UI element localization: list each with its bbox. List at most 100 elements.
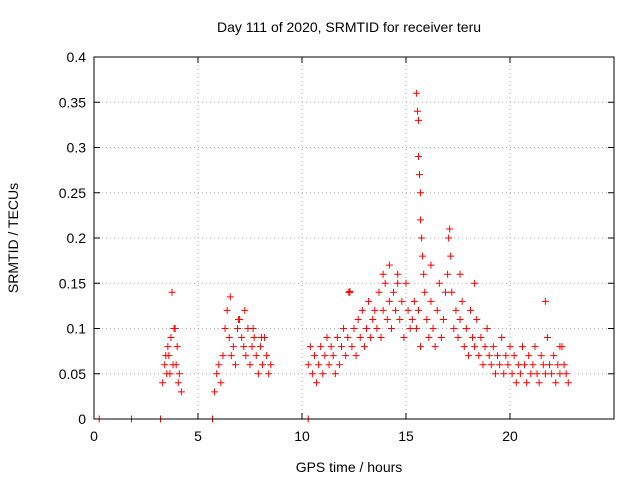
data-point (445, 234, 453, 242)
x-tick-label: 15 (398, 428, 414, 444)
data-point (258, 361, 266, 369)
data-point (367, 334, 375, 342)
data-point (483, 325, 491, 332)
data-point (506, 343, 514, 351)
data-point (310, 352, 318, 360)
data-point (257, 334, 265, 342)
data-point (219, 352, 227, 360)
data-point (344, 334, 352, 342)
data-point (335, 361, 343, 369)
data-point (404, 306, 412, 314)
data-point (456, 270, 464, 278)
y-tick-label: 0.4 (67, 49, 87, 65)
data-point (410, 297, 418, 305)
data-point (265, 370, 273, 378)
data-point (437, 334, 445, 342)
data-point (546, 361, 554, 369)
data-point (170, 325, 178, 332)
data-point (234, 325, 242, 332)
data-point (416, 171, 424, 179)
y-axis-label: SRMTID / TECUs (5, 183, 21, 293)
data-point (360, 343, 368, 351)
data-point (225, 334, 233, 342)
data-point (350, 325, 358, 332)
data-point (431, 343, 439, 351)
data-point (464, 352, 472, 360)
data-point (439, 315, 447, 323)
data-point (433, 306, 441, 314)
data-point (527, 370, 535, 378)
data-point (477, 334, 485, 342)
data-point (408, 315, 416, 323)
data-point (417, 343, 425, 351)
data-point (500, 370, 508, 378)
data-point (246, 361, 254, 369)
chart-title: Day 111 of 2020, SRMTID for receiver ter… (217, 19, 481, 35)
data-point (358, 306, 366, 314)
data-point (315, 361, 323, 369)
data-point (554, 361, 562, 369)
data-point (552, 379, 560, 387)
data-point (427, 297, 435, 305)
data-point (418, 234, 426, 242)
x-axis-label: GPS time / hours (296, 459, 403, 475)
data-point (215, 361, 223, 369)
data-point (321, 352, 329, 360)
data-point (423, 315, 431, 323)
data-point (168, 288, 176, 296)
data-point (327, 343, 335, 351)
data-point (402, 279, 410, 287)
data-point (447, 252, 455, 260)
x-tick-label: 10 (294, 428, 310, 444)
data-point (454, 334, 462, 342)
data-point (369, 315, 377, 323)
data-point (562, 370, 570, 378)
data-point (400, 334, 408, 342)
data-point (458, 297, 466, 305)
data-point (537, 352, 545, 360)
data-point (514, 361, 522, 369)
data-point (306, 343, 314, 351)
data-point (226, 293, 234, 301)
data-point (379, 270, 387, 278)
data-point (240, 343, 248, 351)
data-point (556, 370, 564, 378)
data-point (564, 379, 572, 387)
data-point (452, 306, 460, 314)
data-point (525, 352, 533, 360)
data-point (502, 352, 510, 360)
data-point (348, 343, 356, 351)
data-point (446, 225, 454, 233)
data-point (313, 379, 321, 387)
data-point (489, 343, 497, 351)
data-point (396, 315, 404, 323)
data-point (217, 379, 225, 387)
data-point (379, 306, 387, 314)
data-point (223, 306, 231, 314)
x-tick-label: 5 (194, 428, 202, 444)
data-point (487, 361, 495, 369)
data-point (173, 343, 181, 351)
data-point (242, 352, 250, 360)
data-point (518, 343, 526, 351)
data-point (362, 325, 370, 332)
data-point (504, 361, 512, 369)
data-point (329, 352, 337, 360)
data-points (95, 89, 572, 423)
data-point (406, 325, 414, 332)
data-point (444, 270, 452, 278)
data-point (466, 306, 474, 314)
y-tick-label: 0.1 (67, 321, 87, 337)
data-point (354, 315, 362, 323)
data-point (373, 325, 381, 332)
data-point (308, 370, 316, 378)
data-point (167, 334, 175, 342)
data-point (494, 352, 502, 360)
data-point (352, 352, 360, 360)
data-point (317, 343, 325, 351)
data-point (390, 288, 398, 296)
data-point (254, 370, 262, 378)
data-point (263, 352, 271, 360)
data-point (469, 334, 477, 342)
data-point (159, 379, 167, 387)
